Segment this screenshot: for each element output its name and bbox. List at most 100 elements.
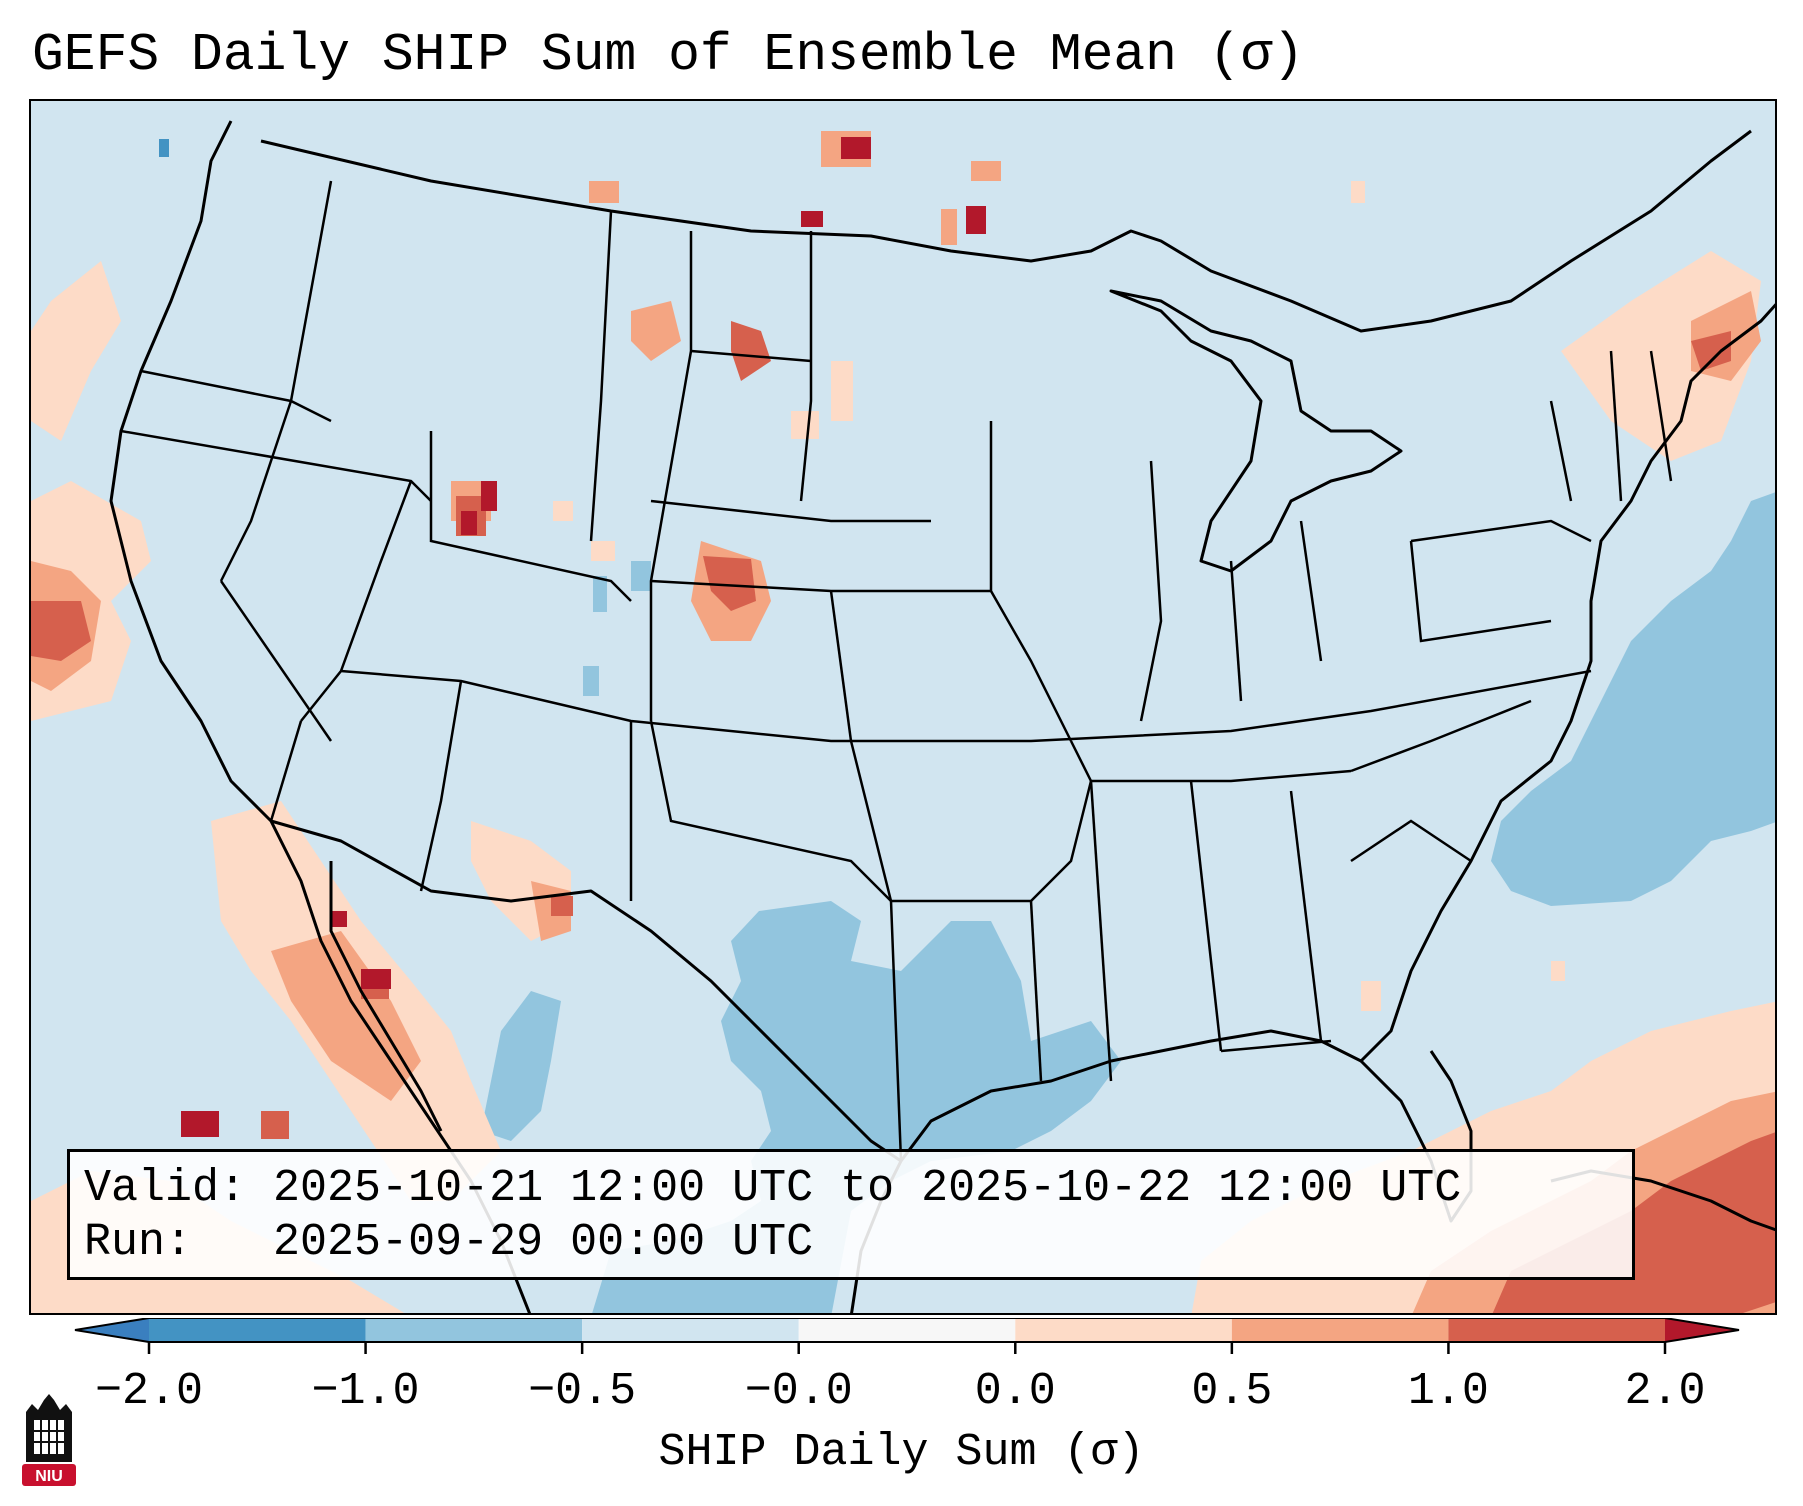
valid-label: Valid: <box>84 1163 247 1214</box>
positive-cell <box>841 137 871 159</box>
positive-cell <box>461 511 477 535</box>
pacific-coastline <box>109 120 532 1313</box>
state-line <box>219 180 333 582</box>
positive-cell <box>551 896 573 916</box>
negative-cell <box>583 666 599 696</box>
colorbar-tick-label: 1.0 <box>1407 1366 1489 1417</box>
map-title: GEFS Daily SHIP Sum of Ensemble Mean (σ) <box>32 25 1305 85</box>
state-line <box>1189 780 1223 1052</box>
state-line <box>1609 350 1623 502</box>
positive-cell <box>801 211 823 227</box>
state-line <box>429 431 632 602</box>
colorbar-ticks <box>147 1342 1667 1354</box>
logo-badge <box>22 1464 76 1486</box>
positive-cell <box>181 1111 219 1137</box>
positive-cell <box>1351 181 1365 203</box>
state-line <box>1139 460 1163 722</box>
us-canada-border <box>260 129 1752 333</box>
positive-cell <box>481 481 497 511</box>
colorbar-segment <box>798 1318 1016 1342</box>
colorbar-segment <box>1015 1318 1232 1342</box>
dakota-high <box>731 321 771 381</box>
colorbar-tick-label: 2.0 <box>1624 1366 1706 1417</box>
colorbar-tick-label: −1.0 <box>311 1366 420 1417</box>
valid-time-range: 2025-10-21 12:00 UTC to 2025-10-22 12:00… <box>273 1163 1462 1214</box>
state-line <box>1029 900 1043 1082</box>
state-line <box>340 669 1592 743</box>
colorbar-segment <box>1448 1318 1665 1342</box>
positive-cell <box>553 501 573 521</box>
dakota-mid <box>631 301 681 361</box>
mexico-negative <box>481 991 561 1141</box>
texas-gulf-negative <box>592 901 1121 1313</box>
positive-cell <box>361 969 391 989</box>
colorbar-tick-label: 0.0 <box>974 1366 1056 1417</box>
positive-cell <box>971 161 1001 181</box>
logo-text: NIU <box>35 1468 63 1485</box>
pacific-high <box>31 601 91 661</box>
state-line <box>1069 740 1352 783</box>
state-line <box>1350 819 1472 863</box>
colorbar-segment <box>582 1318 799 1342</box>
niu-logo-icon: NIU <box>22 1394 76 1486</box>
map-panel <box>29 99 1777 1315</box>
state-line <box>1350 699 1532 773</box>
positive-cell <box>831 361 853 421</box>
state-line <box>1409 540 1552 643</box>
positive-cell <box>791 411 819 439</box>
state-line <box>300 480 413 722</box>
positive-cell <box>941 209 957 245</box>
colorbar-tick-label: −2.0 <box>94 1366 204 1417</box>
state-line <box>829 590 853 742</box>
state-line <box>1299 520 1323 662</box>
positive-cell <box>331 911 347 927</box>
positive-cell <box>591 541 615 561</box>
state-line <box>650 499 931 523</box>
positive-cell <box>1361 981 1381 1011</box>
colorbar-segment <box>365 1318 583 1342</box>
state-line <box>649 231 693 721</box>
logo-window-grid <box>34 1420 64 1454</box>
colorbar <box>74 1318 1740 1354</box>
state-line <box>589 210 613 542</box>
negative-cell <box>631 561 651 591</box>
state-line <box>419 680 463 892</box>
state-line <box>1549 400 1573 502</box>
state-line <box>219 580 333 742</box>
positive-extreme-cells <box>181 137 986 1137</box>
run-time: 2025-09-29 00:00 UTC <box>273 1217 814 1268</box>
state-line <box>269 720 303 822</box>
state-line <box>891 780 1093 903</box>
baja-coastline <box>329 861 443 1132</box>
colorbar-tick-label: −0.5 <box>528 1366 637 1417</box>
colorbar-segment <box>149 1318 366 1342</box>
state-line <box>649 720 892 902</box>
positive-cell <box>966 206 986 234</box>
northeast-positive <box>1561 251 1761 461</box>
great-lakes <box>1109 289 1403 573</box>
state-line <box>1289 790 1323 1042</box>
state-borders <box>120 180 1673 1162</box>
run-label: Run: <box>84 1217 193 1268</box>
northeast-high <box>1691 331 1731 371</box>
state-line <box>1220 1039 1332 1053</box>
colorbar-label: SHIP Daily Sum (σ) <box>658 1427 1145 1478</box>
colorbar-extend-low <box>75 1318 149 1342</box>
atlantic-negative <box>1491 492 1775 906</box>
state-line <box>1649 350 1673 482</box>
state-line <box>1410 519 1592 543</box>
colorbar-segments <box>74 1318 1740 1343</box>
colorbar-tick-label: −0.0 <box>744 1366 853 1417</box>
colorado-high <box>703 556 756 611</box>
pacific-positive <box>31 261 121 441</box>
state-line <box>1089 780 1113 1082</box>
colorbar-segment <box>1231 1318 1449 1342</box>
mexico-mid <box>271 931 421 1101</box>
state-line <box>799 231 813 502</box>
valid-run-info-box: Valid: 2025-10-21 12:00 UTC to 2025-10-2… <box>67 1149 1635 1280</box>
negative-cell <box>159 139 169 157</box>
us-mexico-border <box>270 819 902 1163</box>
colorbar-extend-high <box>1665 1318 1739 1342</box>
negative-cell <box>593 576 607 612</box>
colorbar-tick-label: 0.5 <box>1191 1366 1273 1417</box>
